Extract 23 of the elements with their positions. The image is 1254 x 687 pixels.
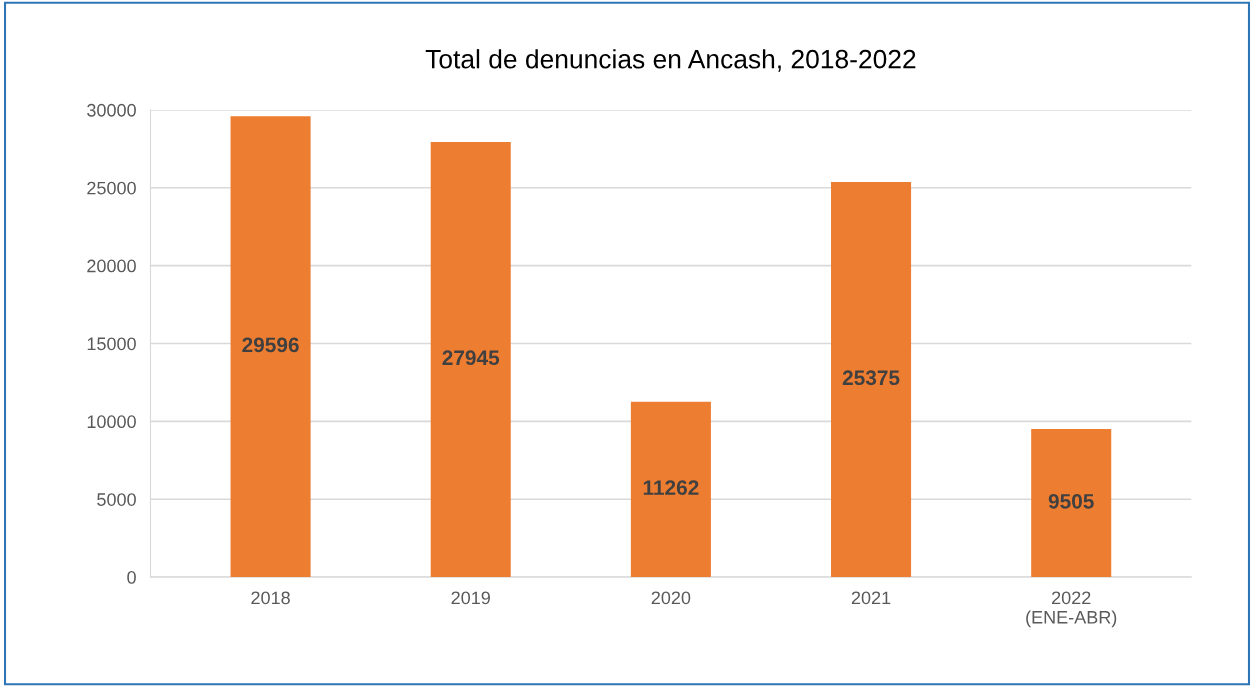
data-label: 29596 [242,337,299,353]
x-tick-label: 2018 [251,591,290,605]
x-tick-label: 2019 [451,591,490,605]
bar [630,401,711,578]
data-label: 27945 [442,350,500,366]
bar [1031,429,1112,578]
y-tick-label: 0 [127,571,136,584]
x-tick-label: 2021 [851,591,891,605]
y-tick-label: 25000 [87,181,136,195]
y-tick-label: 15000 [87,337,136,351]
bar [230,116,311,578]
data-label: 11262 [643,480,699,495]
y-tick-label: 30000 [87,103,136,117]
y-tick-label: 20000 [87,259,136,273]
y-tick-label: 10000 [87,415,136,429]
data-label: 25375 [842,370,900,386]
chart-title: Total de denuncias en Ancash, 2018-2022 [425,49,916,72]
data-label: 9505 [1048,493,1094,509]
bar [430,141,511,578]
bar [831,181,912,578]
x-tick-label: 2020 [651,591,691,605]
x-tick-label: 2022 (ENE-ABR) [1026,591,1117,628]
y-tick-label: 5000 [97,493,136,506]
